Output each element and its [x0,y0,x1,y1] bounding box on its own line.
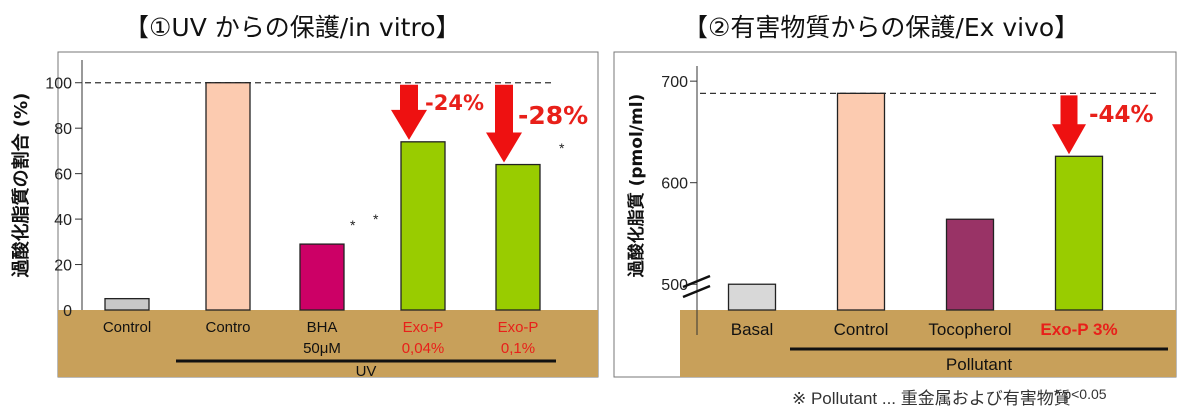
chart2-reduction-arrow [1052,95,1086,155]
chart2-y-axis-label: 過酸化脂質 (pmol/ml) [626,94,647,278]
chart1-group-label: UV [356,363,377,380]
chart2-y-tick: 500 [661,277,688,294]
chart1-category-label: Exo-P [498,319,539,336]
chart1-significance-star: * [350,217,356,233]
chart1-reduction-arrow [391,84,427,140]
chart1-category-label: Exo-P [403,319,444,336]
chart1-y-axis-label: 過酸化脂質の割合 (%) [10,93,32,278]
chart1-footnote: * p<0.05 [1054,386,1107,402]
chart2-y-tick: 700 [661,74,688,91]
chart2-bar [836,92,886,311]
chart2-category-label: Exo-P 3% [1040,320,1117,339]
chart2-reduction-label: -44% [1089,102,1154,128]
chart1-category-label: Contro [205,319,250,336]
chart1-significance-star: * [373,211,379,227]
chart1-bar [495,163,541,311]
chart2-category-label: Tocopherol [928,320,1011,339]
chart1-y-tick: 60 [54,167,72,184]
chart1-bar [205,82,251,311]
chart1-significance-star: * [559,140,565,156]
chart1-label-panel [58,310,598,377]
chart2-bar [945,218,995,311]
chart2-group-label: Pollutant [946,355,1012,374]
chart1-category-sublabel: 0,04% [402,340,445,357]
chart1-category-sublabel: 0,1% [501,340,535,357]
chart1-y-tick: 20 [54,258,72,275]
chart2-axis-break [682,284,711,299]
chart1-reduction-arrow [486,84,522,163]
chart2-footnote: ※ Pollutant ... 重金属および有害物質 [792,389,1071,408]
chart1-reduction-label: -28% [518,101,588,130]
chart2-bar [727,283,777,311]
chart1-title: 【①UV からの保護/in vitro】 [124,13,461,42]
chart1-reduction-label: -24% [425,91,484,115]
chart2-axis-break [682,274,711,289]
chart1-bar [400,141,446,311]
chart1-y-tick: 80 [54,121,72,138]
chart2-label-panel [680,310,1176,377]
chart2-category-label: Basal [731,320,774,339]
chart1-y-tick: 0 [63,303,72,320]
chart2-title: 【②有害物質からの保護/Ex vivo】 [683,13,1080,42]
chart1-y-tick: 100 [45,76,72,93]
chart2-bar [1054,155,1104,311]
chart1-y-tick: 40 [54,212,72,229]
chart1-bar [299,243,345,311]
chart2-y-tick: 600 [661,176,688,193]
chart1-bar [104,297,150,311]
chart1-category-label: Control [103,319,151,336]
chart1-category-sublabel: 50μM [303,340,341,357]
chart1-category-label: BHA [307,319,338,336]
chart2-category-label: Control [834,320,889,339]
